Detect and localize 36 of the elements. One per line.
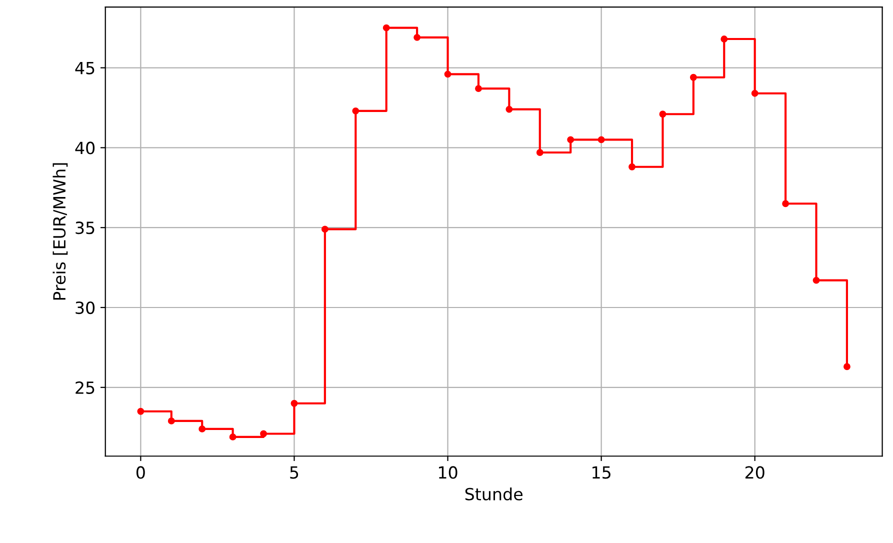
point <box>290 400 298 407</box>
point <box>198 425 206 432</box>
point <box>536 149 544 156</box>
point <box>475 85 482 92</box>
point <box>352 107 360 114</box>
point <box>137 408 144 415</box>
y-tick-label: 40 <box>75 142 95 154</box>
point <box>444 70 452 78</box>
point <box>659 110 666 118</box>
point <box>506 106 513 113</box>
y-tick-label: 30 <box>76 301 95 314</box>
y-tick-label: 25 <box>76 381 94 394</box>
x-tick-label: 20 <box>745 466 764 479</box>
point <box>782 200 790 208</box>
point <box>168 417 175 424</box>
point <box>843 363 850 370</box>
point <box>812 276 820 284</box>
point <box>321 226 328 233</box>
point <box>628 163 636 170</box>
point <box>567 136 574 144</box>
y-axis-title: Preis [EUR/MWh] <box>52 163 68 300</box>
x-tick-label: 5 <box>290 466 298 479</box>
x-axis-title: Stunde <box>465 488 522 500</box>
point <box>260 430 267 438</box>
x-tick-label: 15 <box>592 466 610 479</box>
point <box>751 90 758 97</box>
point <box>382 24 390 32</box>
point <box>229 433 236 440</box>
point <box>598 136 605 144</box>
point <box>690 74 697 81</box>
point <box>414 34 421 41</box>
point <box>720 36 728 42</box>
y-tick-label: 45 <box>75 62 94 74</box>
x-tick-label: 10 <box>438 466 458 479</box>
x-tick-label: 0 <box>136 466 145 479</box>
y-tick-label: 35 <box>76 222 94 234</box>
